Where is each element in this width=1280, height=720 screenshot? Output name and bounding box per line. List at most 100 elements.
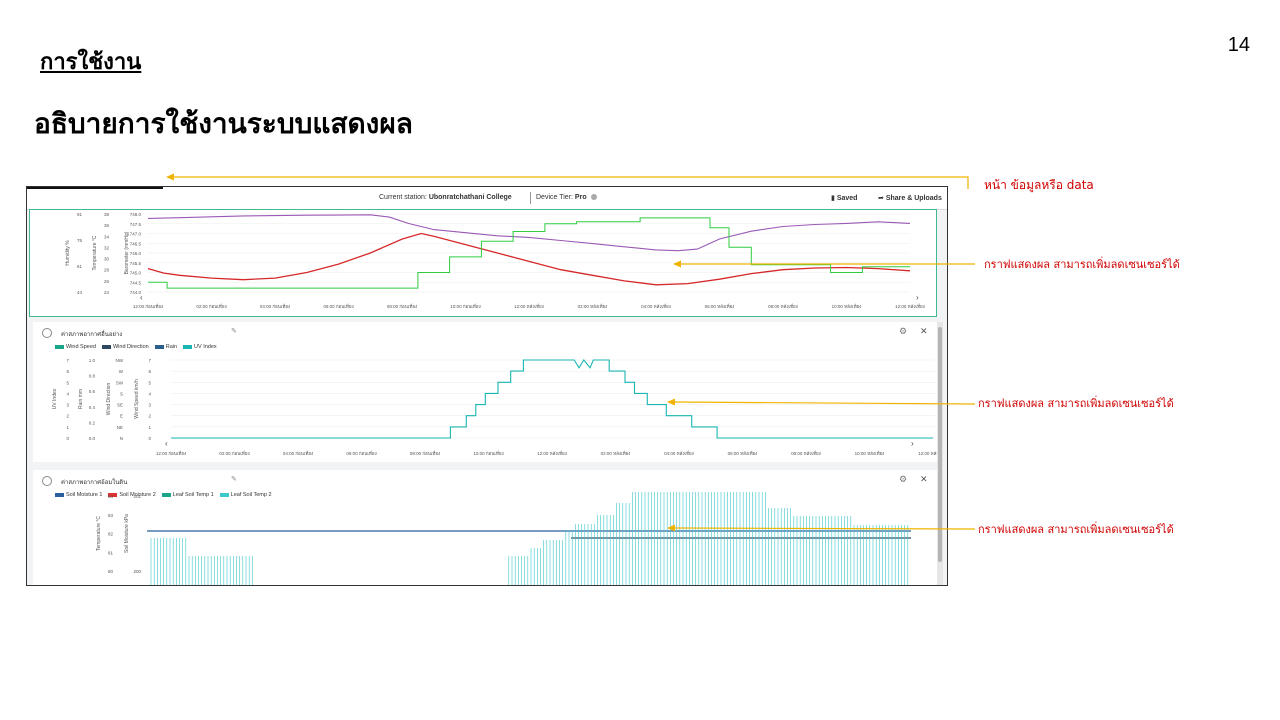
close-icon[interactable]: ✕ [920, 326, 928, 336]
p2-axis-label: Wind Direction [106, 383, 112, 416]
p1-tick-label: 36 [104, 223, 110, 228]
x-tick-label: 02:00 หลังเที่ยง [578, 303, 608, 309]
weather-chart-panel[interactable]: 91 75 61 44 Humidity % 38 36 34 32 30 28 26 24 Temper… [29, 209, 937, 317]
x-tick-label: 04:00 หลังเที่ยง [641, 303, 671, 309]
x-tick-label: 10:00 ก่อนเที่ยง [450, 303, 480, 309]
p2-tick-label: 2 [148, 414, 151, 419]
panel-title: ค่าสภาพอากาศอื่นอย่าง [61, 332, 123, 338]
x-tick-label: 10:00 ก่อนเที่ยง [473, 450, 503, 456]
p1-tick-label: 44 [77, 290, 83, 295]
panel-select-radio[interactable] [42, 328, 52, 338]
annotation-chart-3: กราฟแสดงผล สามารถเพิ่มลดเซนเซอร์ได้ [978, 523, 1174, 536]
legend-label: Rain [165, 344, 178, 350]
saved-label: Saved [836, 195, 858, 202]
gear-icon[interactable]: ⚙ [899, 474, 908, 484]
p2-tick-label: 5 [148, 380, 151, 385]
p3-axis-label: Temperature °C [96, 516, 102, 551]
p2-tick-label: W [119, 369, 124, 374]
saved-button[interactable]: ▮ Saved [831, 194, 857, 202]
legend-item[interactable]: Wind Speed [55, 344, 96, 350]
edit-pencil-icon[interactable]: ✎ [231, 476, 237, 483]
p2-axis-label: Wind Speed km/h [134, 379, 140, 419]
current-station-value: Ubonratchathani College [428, 194, 512, 201]
annotation-data-page: หน้า ข้อมูลหรือ data [984, 178, 1094, 192]
panel-select-radio[interactable] [42, 476, 52, 486]
weather-chart: 91 75 61 44 Humidity % 38 36 34 32 30 28 26 24 Temper… [65, 212, 925, 309]
p2-tick-label: 0.4 [89, 405, 96, 410]
p2-tick-label: 1 [66, 425, 69, 430]
legend-item[interactable]: Wind Direction [101, 344, 149, 350]
x-tick-label: 06:00 ก่อนเที่ยง [323, 303, 353, 309]
legend-swatch [101, 344, 111, 349]
p1-tick-label: 34 [104, 234, 110, 239]
p1-tick-label: 745.5 [130, 261, 142, 266]
p2-tick-label: 0 [148, 436, 151, 441]
share-uploads-button[interactable]: ➦ Share & Uploads [878, 194, 942, 202]
dashboard-screenshot: Current station: Ubonratchathani College… [26, 186, 948, 586]
x-tick-label: 10:00 หลังเที่ยง [855, 450, 885, 456]
p2-tick-label: 7 [148, 358, 151, 363]
soil-chart: 84 83 82 81 80 Temperature °C 201 200 Soil Moist… [96, 492, 911, 585]
wind-rain-uv-panel[interactable]: ค่าสภาพอากาศอื่นอย่าง ✎ ⚙ ✕ Wind Speed Wi… [33, 322, 937, 462]
x-tick-label: 08:00 หลังเที่ยง [768, 303, 798, 309]
scrollbar-thumb[interactable] [938, 327, 942, 562]
p1-tick-label: 747.5 [130, 222, 142, 227]
legend-label: Wind Direction [112, 344, 149, 350]
humidity-series-line [147, 214, 911, 252]
x-tick-label: 04:00 ก่อนเที่ยง [260, 303, 290, 309]
legend-swatch [108, 492, 118, 497]
legend-item[interactable]: Rain [154, 344, 178, 350]
annotation-chart-2: กราฟแสดงผล สามารถเพิ่มลดเซนเซอร์ได้ [978, 397, 1174, 410]
p2-tick-label: 1.0 [89, 358, 96, 363]
info-icon[interactable] [590, 194, 597, 201]
device-tier: Device Tier: Pro [536, 194, 597, 201]
barometer-series-line [148, 217, 910, 289]
legend-swatch [154, 344, 164, 349]
p1-tick-label: 75 [77, 238, 83, 243]
close-icon[interactable]: ✕ [920, 474, 928, 484]
p2-tick-label: 4 [66, 391, 69, 396]
p3-tick-label: 201 [133, 494, 141, 499]
p2-axis-label: UV Index [52, 388, 58, 409]
p2-tick-label: E [120, 414, 123, 419]
x-tick-label: 12:00 ก่อนเที่ยง [133, 303, 163, 309]
p1-tick-label: 747.0 [130, 232, 142, 237]
x-tick-label: 06:00 หลังเที่ยง [705, 303, 735, 309]
legend-item[interactable]: Leaf Soil Temp 2 [219, 492, 272, 498]
legend-swatch [219, 492, 229, 497]
legend-item[interactable]: Soil Moisture 2 [108, 492, 156, 498]
p2-tick-label: SE [117, 403, 123, 408]
x-tick-label: 06:00 ก่อนเที่ยง [346, 450, 376, 456]
scroll-right-icon: › [911, 439, 914, 448]
p3-tick-label: 80 [108, 569, 114, 574]
scroll-left-icon: ‹ [165, 439, 168, 448]
x-tick-label: 08:00 หลังเที่ยง [791, 450, 821, 456]
x-tick-label: 12:00 หลังเที่ยง [918, 450, 937, 456]
annotation-chart-1: กราฟแสดงผล สามารถเพิ่มลดเซนเซอร์ได้ [984, 258, 1180, 271]
legend-label: Wind Speed [66, 344, 96, 350]
p3-tick-label: 82 [108, 532, 114, 537]
share-label: Share & Uploads [885, 195, 942, 202]
legend-swatch [55, 492, 64, 497]
wind-uv-chart: 7 6 5 4 3 2 1 0 UV Index 1.0 0.8 0.6 0.4 0.2 0.0 Rain m… [52, 358, 937, 456]
soil-panel[interactable]: ค่าสภาพอากาศอ้อมในดิน ✎ ⚙ ✕ Soil Moistur… [33, 470, 937, 585]
page-number: 14 [1227, 34, 1250, 56]
p1-tick-label: 744.0 [130, 290, 142, 295]
chart-legend: Soil Moisture 1 Soil Moisture 2 Leaf Soil … [55, 492, 278, 498]
p2-tick-label: 0 [66, 436, 69, 441]
p2-tick-label: NE [117, 425, 123, 430]
device-tier-label: Device Tier: [536, 194, 573, 201]
legend-item[interactable]: UV Index [183, 344, 217, 350]
p3-axis-label: Soil Moisture kPa [124, 514, 130, 553]
p2-axis-label: Rain mm [78, 389, 84, 409]
legend-item[interactable]: Leaf Soil Temp 1 [161, 492, 214, 498]
p1-tick-label: 61 [77, 264, 83, 269]
gear-icon[interactable]: ⚙ [899, 326, 908, 336]
edit-pencil-icon[interactable]: ✎ [231, 328, 237, 335]
x-tick-label: 02:00 ก่อนเที่ยง [219, 450, 249, 456]
x-tick-label: 02:00 หลังเที่ยง [601, 450, 631, 456]
legend-swatch [55, 344, 64, 349]
section-subheading: อธิบายการใช้งานระบบแสดงผล [34, 107, 413, 140]
legend-item[interactable]: Soil Moisture 1 [55, 492, 102, 498]
